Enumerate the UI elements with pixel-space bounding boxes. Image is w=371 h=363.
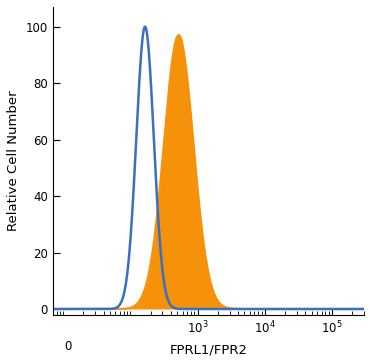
Text: 0: 0 — [65, 340, 72, 353]
X-axis label: FPRL1/FPR2: FPRL1/FPR2 — [169, 343, 247, 356]
Y-axis label: Relative Cell Number: Relative Cell Number — [7, 90, 20, 231]
